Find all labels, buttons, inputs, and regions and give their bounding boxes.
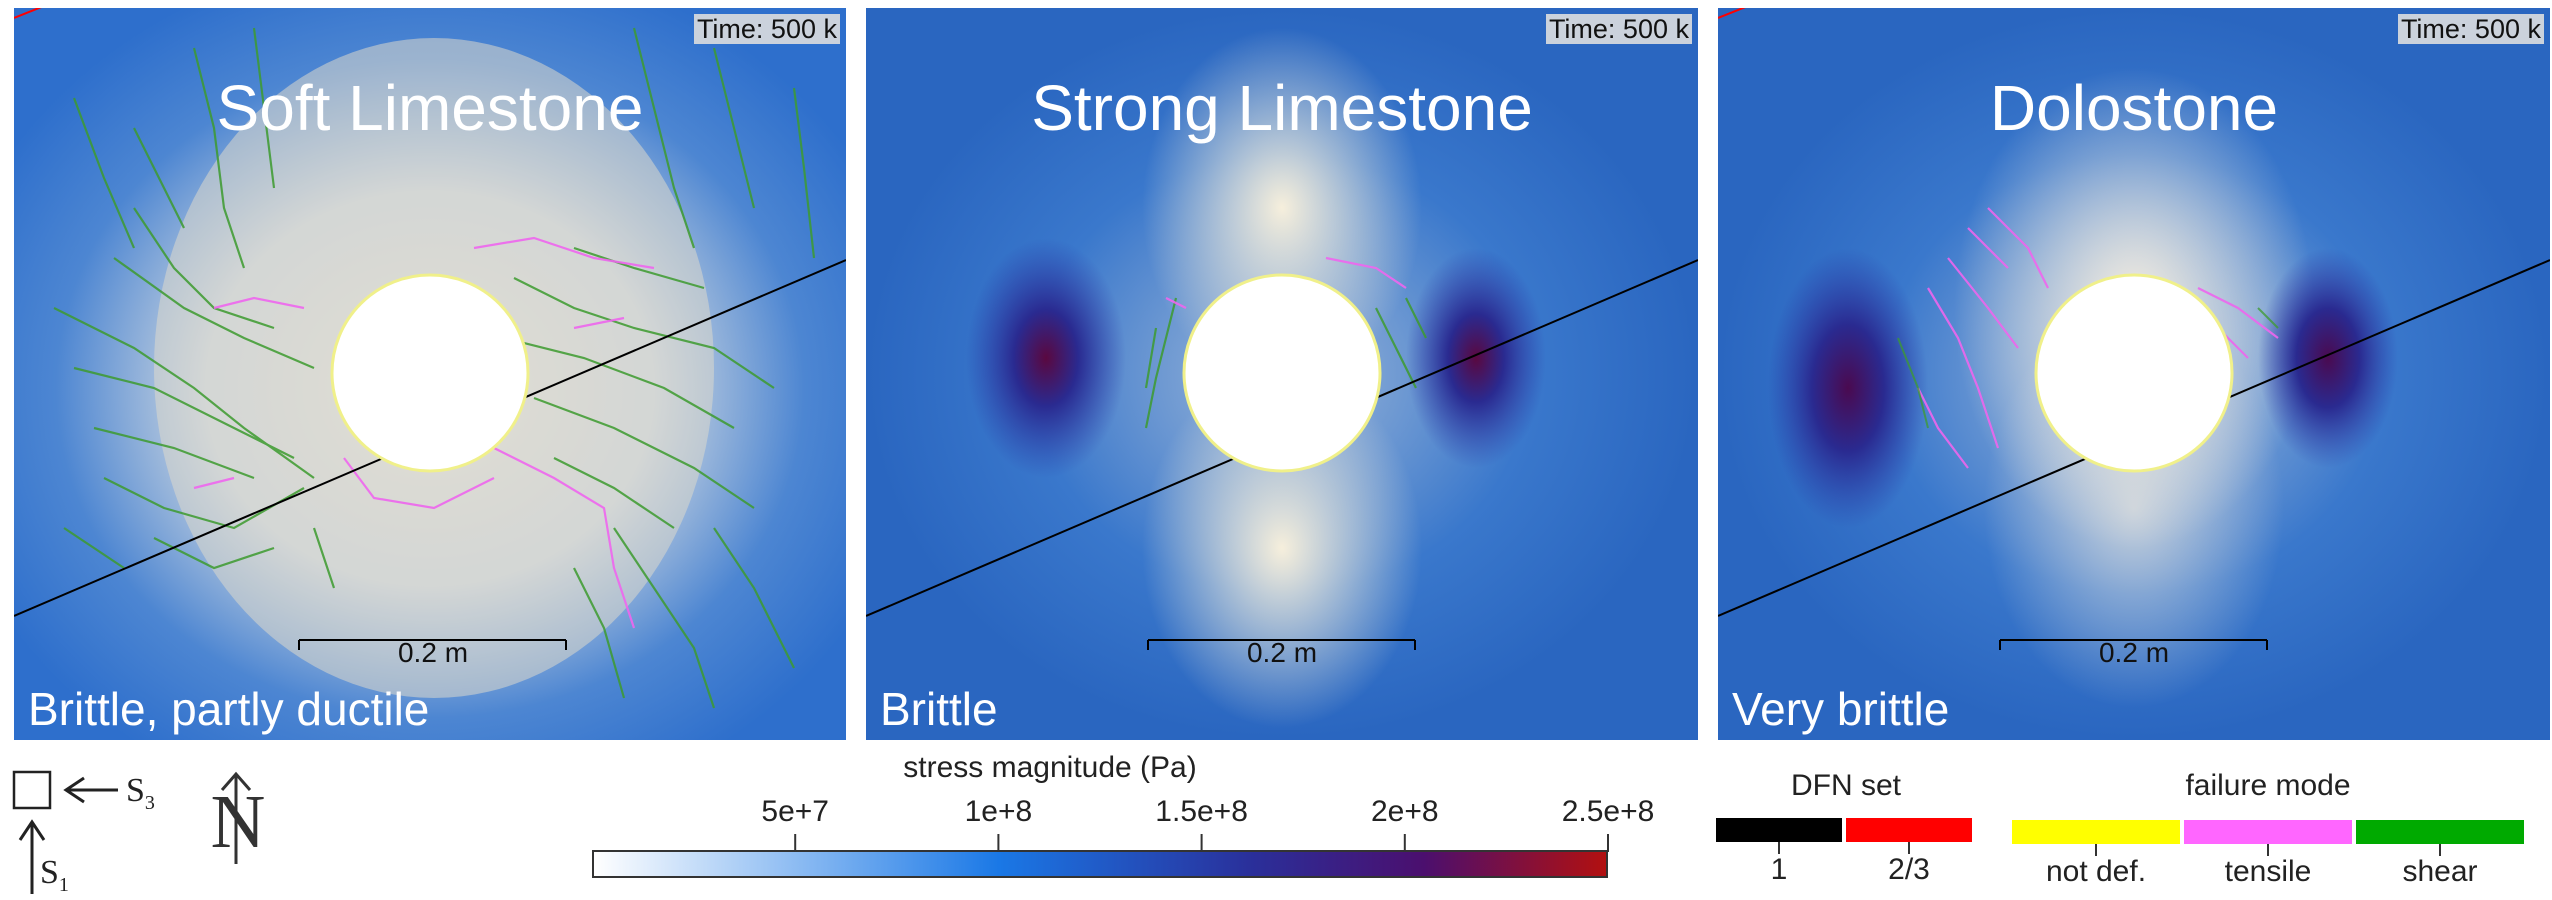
- dfn-swatch-23: [1846, 818, 1972, 842]
- colorbar-tick-label: 5e+7: [761, 795, 829, 828]
- borehole: [330, 273, 530, 473]
- panel-title: Dolostone: [1989, 72, 2279, 144]
- failure-label-not-def: not def.: [2045, 855, 2147, 888]
- colorbar-tick-label: 1.5e+8: [1155, 795, 1248, 828]
- dfn-legend-title: DFN set: [1790, 769, 1901, 802]
- shear-fractures: [1144, 297, 1427, 429]
- stress-direction-key: S3 S1: [10, 762, 180, 900]
- failure-swatch-tensile: [2184, 820, 2352, 844]
- stress-colorbar: stress magnitude (Pa) 5e+7 1e+8 1.5e+8 2e+8…: [590, 751, 1654, 892]
- tensile-fractures: [1917, 207, 2279, 469]
- dfn-tick-1: [1778, 842, 1780, 854]
- north-label: N: [210, 780, 266, 864]
- failure-label-tensile: tensile: [2224, 855, 2312, 888]
- dfn-set-23-line: [14, 8, 42, 19]
- s3-arrow-icon: [63, 776, 118, 804]
- panel-title: Soft Limestone: [216, 72, 644, 144]
- colorbar-tick-label: 1e+8: [964, 795, 1033, 828]
- behavior-label: Brittle: [880, 683, 998, 735]
- scale-label: 0.2 m: [1246, 637, 1318, 668]
- colorbar-tick-label: 2.5e+8: [1561, 795, 1655, 828]
- stress-field-image: [14, 8, 846, 740]
- time-label: Time: 500 k: [693, 14, 840, 44]
- failure-mode-legend: failure mode not def. tensile shear: [2012, 770, 2524, 895]
- element-square-icon: [12, 770, 52, 810]
- borehole: [1182, 273, 1382, 473]
- failure-swatch-shear: [2356, 820, 2524, 844]
- north-arrow-icon: N: [200, 768, 270, 868]
- dfn-swatch-1: [1716, 818, 1842, 842]
- panel-dolostone: Time: 500 k Dolostone 0.2 m Very brittle: [1718, 8, 2550, 740]
- s3-label: S3: [126, 772, 155, 814]
- stress-field-image: [866, 8, 1698, 740]
- shear-fractures: [1897, 307, 2279, 429]
- tensile-fractures: [1165, 256, 1407, 309]
- dfn-set-23-line: [1718, 8, 1746, 19]
- failure-tick: [2267, 844, 2269, 856]
- scale-label: 0.2 m: [2098, 637, 2170, 668]
- failure-tick: [2095, 844, 2097, 856]
- time-label: Time: 500 k: [2397, 14, 2544, 44]
- s1-arrow-icon: [18, 819, 46, 894]
- dfn-tick-23: [1908, 842, 1910, 854]
- failure-label-shear: shear: [2402, 855, 2478, 888]
- dfn-label-23: 2/3: [1888, 853, 1930, 886]
- shear-fractures: [53, 27, 816, 709]
- scale-label: 0.2 m: [397, 637, 469, 668]
- failure-swatch-not-def: [2012, 820, 2180, 844]
- time-label: Time: 500 k: [1545, 14, 1692, 44]
- stress-field-image: [1718, 8, 2550, 740]
- panel-strong-limestone: Time: 500 k Strong Limestone 0.2 m Britt…: [866, 8, 1698, 740]
- failure-tick: [2439, 844, 2441, 856]
- behavior-label: Brittle, partly ductile: [28, 683, 430, 735]
- scale-bar: [1999, 639, 2268, 650]
- colorbar-gradient: [592, 850, 1608, 878]
- panel-title: Strong Limestone: [1031, 72, 1533, 144]
- s1-label: S1: [40, 854, 69, 896]
- colorbar-tick-label: 2e+8: [1371, 795, 1439, 828]
- borehole: [2034, 273, 2234, 473]
- scale-bar: [298, 639, 567, 650]
- failure-legend-title: failure mode: [2185, 769, 2351, 802]
- dfn-label-1: 1: [1770, 853, 1788, 886]
- colorbar-title: stress magnitude (Pa): [903, 751, 1197, 784]
- scale-bar: [1147, 639, 1416, 650]
- panel-soft-limestone: Time: 500 k Soft Limestone 0.2 m Brittle…: [14, 8, 846, 740]
- dfn-set-legend: DFN set 1 2/3: [1716, 770, 1976, 895]
- tensile-fractures: [193, 236, 655, 629]
- behavior-label: Very brittle: [1732, 683, 1950, 735]
